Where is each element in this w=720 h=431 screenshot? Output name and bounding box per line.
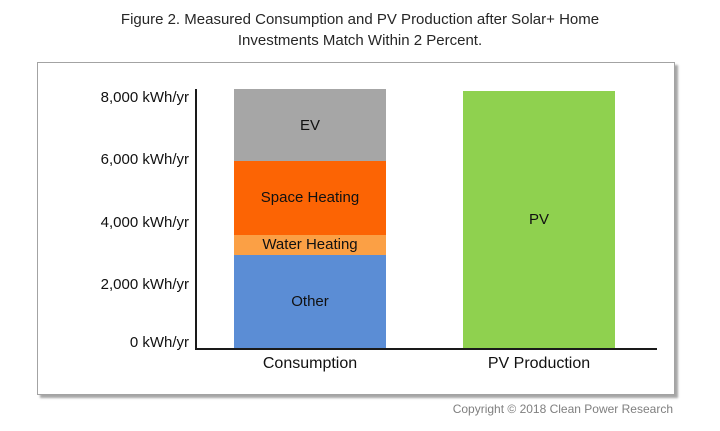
segment-label-ev: EV — [299, 116, 320, 134]
segment-label-space-heating: Space Heating — [260, 189, 360, 207]
segment-label-other: Other — [291, 292, 329, 310]
category-label-consumption: Consumption — [262, 355, 358, 372]
copyright-text: Copyright © 2018 Clean Power Research — [452, 402, 673, 416]
ytick-4000: 4,000 kWh/yr — [100, 214, 189, 231]
bar-pv-production: PV — [463, 63, 615, 348]
ytick-0: 0 kWh/yr — [129, 334, 189, 351]
figure-title: Figure 2. Measured Consumption and PV Pr… — [0, 9, 720, 51]
bar-segment-ev: EV — [234, 89, 386, 161]
bar-segment-other: Other — [234, 254, 386, 348]
bar-segment-pv: PV — [463, 91, 615, 348]
y-axis-line — [195, 89, 197, 350]
chart-panel: 8,000 kWh/yr 6,000 kWh/yr 4,000 kWh/yr 2… — [37, 62, 675, 395]
ytick-6000: 6,000 kWh/yr — [100, 151, 189, 168]
ytick-8000: 8,000 kWh/yr — [100, 89, 189, 106]
x-axis-line — [195, 348, 657, 350]
figure-title-line2: Investments Match Within 2 Percent. — [237, 32, 483, 49]
segment-label-pv: PV — [528, 211, 549, 229]
figure-title-line1: Figure 2. Measured Consumption and PV Pr… — [120, 11, 600, 28]
bar-consumption: Other Water Heating Space Heating EV — [234, 63, 386, 348]
bar-segment-water-heating: Water Heating — [234, 234, 386, 255]
segment-label-water-heating: Water Heating — [262, 236, 358, 254]
category-label-pv-production: PV Production — [487, 355, 591, 372]
ytick-2000: 2,000 kWh/yr — [100, 276, 189, 293]
bar-segment-space-heating: Space Heating — [234, 160, 386, 235]
